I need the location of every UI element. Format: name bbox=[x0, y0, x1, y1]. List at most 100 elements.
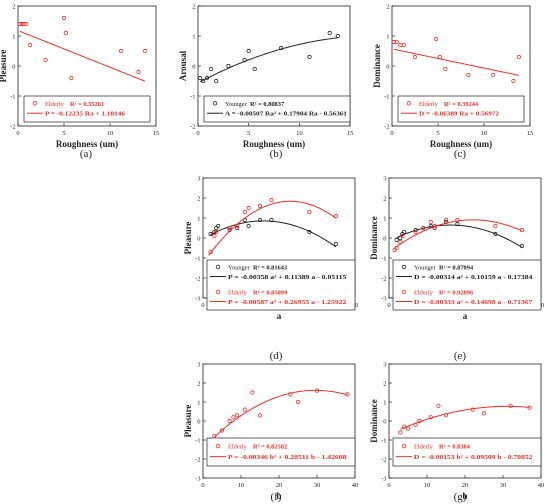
data-point-younger bbox=[226, 63, 231, 69]
r-squared-label: R² = 0.8304 bbox=[439, 444, 471, 451]
x-axis-label: b bbox=[462, 491, 467, 501]
y-tick-label: 1 bbox=[383, 215, 386, 222]
y-tick-label: -1 bbox=[381, 437, 386, 444]
y-tick-label: -2 bbox=[10, 123, 15, 130]
data-point-elderly bbox=[333, 213, 339, 219]
r-squared-label: R² = 0.87094 bbox=[439, 265, 474, 272]
y-tick-label: -2 bbox=[195, 275, 200, 282]
data-point-younger bbox=[307, 229, 312, 235]
chart-panel-f: 0 10 20 30 40 -3 -2 -1 0 1 2 3 b Pleasure Elderly R² = … bbox=[183, 361, 358, 503]
y-tick-label: 2 bbox=[12, 3, 15, 10]
y-tick-label: -2 bbox=[384, 123, 389, 130]
y-tick-label: 1 bbox=[12, 33, 15, 40]
y-axis-label: Pleasure bbox=[183, 222, 193, 255]
fit-equation-label: D = -0.00153 b² + 0.09509 b - 0.70852 bbox=[414, 454, 532, 461]
y-tick-label: 1 bbox=[197, 215, 200, 222]
x-tick-label: 20 bbox=[276, 482, 283, 489]
data-point-elderly bbox=[402, 424, 407, 429]
data-point-elderly bbox=[269, 197, 274, 203]
x-tick-label: 0 bbox=[387, 482, 390, 489]
x-axis-label: a bbox=[277, 311, 282, 321]
legend-box bbox=[203, 95, 351, 123]
y-tick-label: -2 bbox=[190, 123, 195, 130]
y-tick-label: 0 bbox=[192, 63, 195, 70]
data-point-elderly bbox=[508, 403, 513, 408]
chart-panel-a: 0 5 10 15 -2 -1 0 1 2 Roughness (um) Pleasure Elder… bbox=[0, 3, 159, 160]
data-point-elderly bbox=[400, 233, 405, 239]
legend-series-name: Elderly bbox=[228, 444, 248, 451]
panel-caption: (b) bbox=[270, 148, 283, 160]
data-point-elderly bbox=[443, 66, 448, 72]
data-point-younger bbox=[246, 48, 251, 54]
y-axis-label: Pleasure bbox=[0, 50, 8, 83]
y-axis-label: Dominance bbox=[369, 216, 379, 260]
data-point-elderly bbox=[242, 209, 247, 215]
data-point-elderly bbox=[246, 205, 251, 211]
panel-caption: (c) bbox=[454, 148, 467, 160]
y-tick-label: -1 bbox=[10, 93, 15, 100]
x-axis-label: a bbox=[463, 311, 468, 321]
y-tick-label: 1 bbox=[386, 33, 389, 40]
data-point-elderly bbox=[227, 225, 232, 231]
data-point-younger bbox=[209, 66, 214, 72]
data-point-younger bbox=[519, 243, 525, 249]
x-tick-label: 0 bbox=[201, 482, 204, 489]
data-point-elderly bbox=[242, 407, 247, 412]
x-axis-label: Roughness (um) bbox=[56, 139, 118, 149]
data-point-elderly bbox=[307, 209, 312, 215]
data-point-elderly bbox=[21, 21, 26, 27]
data-point-elderly bbox=[142, 48, 148, 54]
x-tick-label: 30 bbox=[500, 482, 507, 489]
y-tick-label: -2 bbox=[381, 456, 386, 463]
data-point-younger bbox=[443, 219, 449, 225]
y-axis-label: Arousal bbox=[178, 50, 188, 81]
y-tick-label: 0 bbox=[12, 63, 15, 70]
fit-line-elderly bbox=[19, 30, 146, 82]
chart-panel-b: 0 5 10 15 -2 -1 0 1 2 Roughness (um) Arousal Younge… bbox=[178, 3, 353, 160]
data-point-elderly bbox=[443, 413, 449, 418]
fit-equation-label: D = -0.00333 a² + 0.14698 a - 0.71367 bbox=[414, 299, 533, 306]
data-point-younger bbox=[394, 237, 399, 243]
legend-marker-younger bbox=[215, 264, 221, 270]
legend-box bbox=[206, 259, 356, 311]
r-squared-label: R² = 0.92896 bbox=[439, 290, 474, 297]
data-point-elderly bbox=[481, 411, 487, 416]
y-tick-label: -1 bbox=[384, 93, 389, 100]
y-tick-label: 3 bbox=[197, 175, 200, 182]
legend-marker-younger bbox=[212, 101, 218, 106]
fit-equation-label: P = -0.00587 a² + 0.26955 a - 1.25922 bbox=[228, 299, 346, 306]
data-point-younger bbox=[235, 225, 240, 231]
data-point-elderly bbox=[398, 42, 403, 48]
y-tick-label: 0 bbox=[383, 418, 386, 425]
x-tick-label: 20 bbox=[462, 482, 469, 489]
fit-line-elderly bbox=[208, 200, 337, 256]
data-point-elderly bbox=[470, 407, 475, 412]
y-tick-label: 2 bbox=[386, 3, 389, 10]
data-point-elderly bbox=[527, 405, 532, 410]
data-point-elderly bbox=[212, 233, 217, 239]
data-point-elderly bbox=[61, 15, 67, 21]
y-tick-label: -3 bbox=[195, 475, 200, 482]
fit-line-elderly bbox=[394, 219, 523, 249]
y-tick-label: -1 bbox=[195, 437, 200, 444]
data-point-younger bbox=[242, 57, 247, 63]
data-point-elderly bbox=[63, 30, 68, 36]
data-point-elderly bbox=[235, 413, 240, 418]
legend-series-name: Younger bbox=[414, 265, 437, 272]
y-tick-label: -3 bbox=[381, 475, 386, 482]
fit-equation-label: D = -0.06389 Ra + 0.56972 bbox=[419, 111, 499, 118]
data-point-elderly bbox=[401, 42, 407, 48]
x-tick-label: 10 bbox=[107, 130, 114, 137]
x-tick-label: 40 bbox=[538, 482, 545, 489]
data-point-younger bbox=[246, 223, 251, 229]
chart-panel-c: 0 5 10 15 -2 -1 0 1 2 Roughness (um) Dominance Elde… bbox=[372, 3, 533, 160]
x-tick-label: 0 bbox=[16, 130, 19, 137]
y-axis-label: Dominance bbox=[369, 399, 379, 443]
legend-marker-elderly bbox=[215, 289, 221, 295]
legend-series-name: Younger bbox=[228, 265, 251, 272]
x-tick-label: 15 bbox=[347, 130, 354, 137]
data-point-younger bbox=[205, 75, 210, 81]
data-point-elderly bbox=[428, 219, 433, 225]
x-tick-label: 10 bbox=[296, 130, 303, 137]
